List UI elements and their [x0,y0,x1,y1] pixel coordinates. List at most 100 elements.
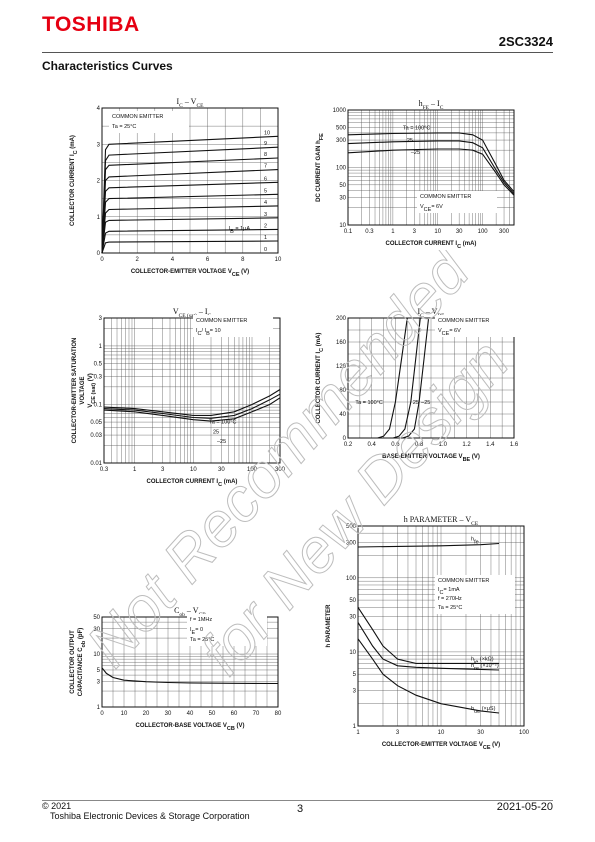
series-line [101,135,279,254]
x-tick-label: 30 [456,229,463,235]
x-tick-label: 1 [133,467,137,473]
y-tick-label: 120 [336,364,347,370]
series-label: 3 [264,212,267,218]
x-tick-label: 0.3 [100,467,109,473]
y-tick-label: 0.1 [94,402,103,408]
x-tick-label: 300 [275,467,286,473]
chart-svg: VCE (sat) – IC0.31310301003000.010.030.0… [72,307,286,488]
y-tick-label: 500 [336,125,347,131]
x-tick-label: 20 [143,711,150,717]
series-line [392,317,421,439]
condition-text: COMMON EMITTER [438,318,489,324]
series-line [103,397,281,422]
condition-text: IC/ IB= 10 [196,328,221,337]
series-label: 5 [264,188,267,194]
series-label: –25 [217,439,226,445]
y-axis-label-group: COLLECTOR CURRENT IC (mA) [316,333,325,424]
y-axis-label-group: h PARAMETER [326,604,332,648]
x-axis-label: COLLECTOR CURRENT IC (mA) [147,479,238,488]
grid [357,525,525,727]
x-tick-label: 10 [434,229,441,235]
plot-frame [347,109,515,226]
condition-box [187,614,267,646]
series-label: 25 [213,429,219,435]
series-label: 2 [264,223,267,229]
x-axis-label: BASE-EMITTER VOLTAGE VBE (V) [382,454,480,463]
x-tick-label: 30 [218,467,225,473]
series-label: –25 [411,150,420,156]
y-tick-label: 30 [349,615,356,621]
x-tick-label: 0.4 [368,442,377,448]
x-tick-label: 0.3 [365,229,374,235]
series-line [101,228,279,254]
y-tick-label: 1 [97,215,101,221]
x-tick-label: 300 [499,229,510,235]
plot-frame [347,317,515,439]
y-axis-label-3: VCE (sat) (V) [88,373,97,407]
x-tick-label: 0 [100,257,104,263]
y-tick-label: 5 [353,672,357,678]
x-tick-label: 30 [477,730,484,736]
series-label: 9 [264,141,267,147]
y-axis-label: COLLECTOR CURRENT IC (mA) [70,135,79,226]
x-tick-label: 60 [231,711,238,717]
condition-text: Ta = 25°C [112,124,136,130]
grid [347,317,515,439]
series-line [357,606,499,664]
x-tick-label: 70 [253,711,260,717]
y-axis-label: DC CURRENT GAIN hFE [316,133,325,202]
y-axis-label: COLLECTOR-EMITTER SATURATION [72,338,78,444]
y-tick-label: 1 [353,724,357,730]
series-label: 1 [264,235,267,241]
condition-text: IE= 0 [190,627,203,636]
series-line [357,622,500,671]
condition-box [109,111,189,133]
y-tick-label: 0.5 [94,362,103,368]
series-line [103,393,281,419]
x-tick-label: 80 [275,711,282,717]
condition-text: Ta = 25°C [438,605,462,611]
series-line [357,542,500,548]
y-tick-label: 300 [346,540,357,546]
condition-text: COMMON EMITTER [196,318,247,324]
y-tick-label: 40 [339,412,346,418]
condition-text: f = 270Hz [438,596,462,602]
y-tick-label: 0.05 [90,420,102,426]
series-label: hfe [471,537,479,546]
y-tick-label: 30 [339,196,346,202]
y-tick-label: 1000 [333,108,347,114]
condition-text: COMMON EMITTER [438,578,489,584]
x-tick-label: 1.0 [439,442,448,448]
chart-h-parameter: h PARAMETER – VCE 1 3 10 30 100 1 3 5 10 30 50 100 30… [310,512,550,752]
y-tick-label: 0.03 [90,433,102,439]
y-axis-label-group: COLLECTOR OUTPUT CAPACITANCE Cob (pF) [70,628,87,697]
series-label: Ta = 100°C [209,419,236,425]
footer-company: Toshiba Electronic Devices & Storage Cor… [50,811,250,821]
x-tick-label: 1 [391,229,395,235]
y-tick-label: 80 [339,388,346,394]
y-tick-label: 3 [353,689,357,695]
y-tick-label: 3 [99,316,103,322]
y-tick-label: 0.01 [90,461,102,467]
series-label: 25 [413,400,419,406]
y-axis-label-group: DC CURRENT GAIN hFE [316,133,325,202]
x-tick-label: 1 [356,730,360,736]
condition-text: COMMON EMITTER [420,194,471,200]
x-tick-label: 100 [247,467,258,473]
series-line [101,240,279,254]
y-tick-label: 0.3 [94,375,103,381]
x-tick-label: 0.1 [344,229,353,235]
x-tick-label: 8 [241,257,245,263]
series-line [402,317,430,439]
y-axis-label: h PARAMETER [326,604,332,648]
condition-box [417,191,497,213]
part-number: 2SC3324 [498,34,553,49]
x-tick-label: 100 [519,730,530,736]
condition-text: Ta = 25°C [190,637,214,643]
chart-title: h PARAMETER – VCE [404,515,479,527]
series-label: 10 [264,130,270,136]
x-tick-label: 0.8 [415,442,424,448]
grid [103,317,281,464]
x-tick-label: 3 [161,467,165,473]
